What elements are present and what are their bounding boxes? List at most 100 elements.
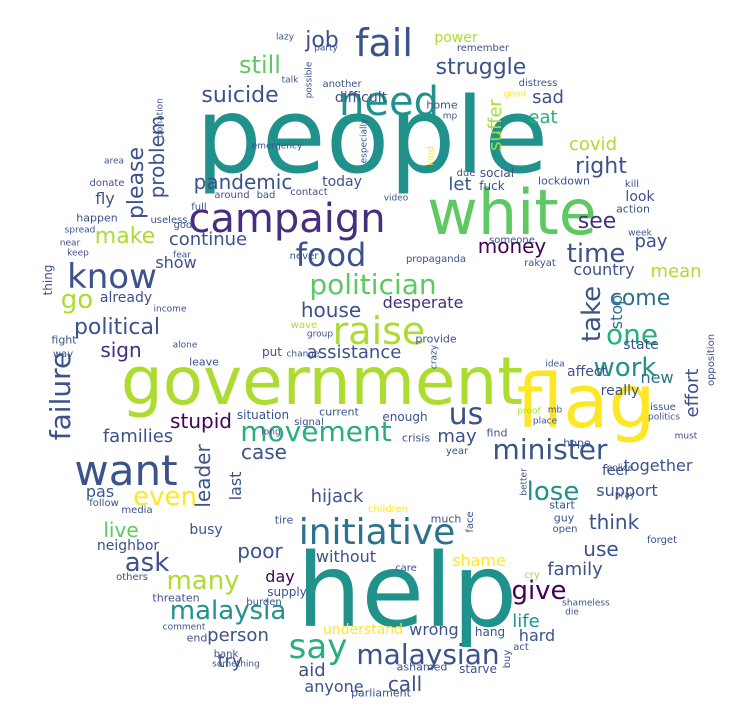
word-police: police bbox=[606, 463, 634, 474]
word-bad: bad bbox=[256, 190, 276, 201]
word-talk: talk bbox=[281, 75, 299, 86]
word-care: care bbox=[395, 563, 417, 574]
word-burden: burden bbox=[246, 597, 282, 608]
word-current: current bbox=[319, 405, 359, 419]
word-covid: covid bbox=[569, 134, 617, 155]
word-pas: pas bbox=[85, 482, 115, 501]
word-try: try bbox=[217, 651, 243, 672]
word-signal: signal bbox=[294, 417, 324, 428]
word-children: children bbox=[367, 504, 409, 515]
word-desperate: desperate bbox=[382, 293, 464, 312]
word-kill: kill bbox=[624, 179, 640, 190]
word-country: country bbox=[573, 260, 635, 279]
word-something: something bbox=[212, 659, 260, 670]
word-busy: busy bbox=[189, 522, 223, 538]
word-media: media bbox=[121, 505, 153, 516]
word-people: people bbox=[195, 75, 549, 197]
word-change: change bbox=[286, 349, 320, 360]
word-donate: donate bbox=[89, 178, 125, 189]
word-look: look bbox=[625, 189, 655, 205]
word-fuck: fuck bbox=[479, 179, 505, 193]
word-aid: aid bbox=[298, 660, 326, 681]
word-pray: pray bbox=[614, 490, 636, 501]
word-much: much bbox=[430, 512, 462, 526]
word-open: open bbox=[552, 524, 578, 535]
word-tire: tire bbox=[274, 513, 294, 527]
word-right: right bbox=[575, 154, 627, 179]
word-money: money bbox=[477, 234, 547, 258]
word-good: good bbox=[503, 89, 527, 100]
word-full: full bbox=[191, 202, 207, 213]
word-affect: affect bbox=[566, 364, 608, 380]
word-one: one bbox=[605, 318, 659, 351]
word-happen: happen bbox=[76, 211, 118, 225]
word-action: action bbox=[616, 202, 650, 216]
word-donation: donation bbox=[155, 98, 166, 138]
word-stupid: stupid bbox=[170, 409, 232, 433]
word-enough: enough bbox=[382, 410, 428, 424]
word-crisis: crisis bbox=[401, 431, 431, 445]
word-work: work bbox=[593, 353, 657, 383]
word-hijack: hijack bbox=[310, 486, 364, 507]
word-god: god bbox=[173, 220, 193, 231]
word-place: place bbox=[532, 416, 558, 427]
word-end: end bbox=[186, 631, 208, 645]
word-lazy: lazy bbox=[275, 32, 295, 43]
word-ashamed: ashamed bbox=[396, 660, 448, 674]
word-follow: follow bbox=[89, 498, 119, 509]
word-video: video bbox=[383, 193, 409, 204]
word-due: due bbox=[456, 168, 476, 179]
word-case: case bbox=[241, 440, 287, 464]
word-come: come bbox=[609, 286, 671, 311]
word-year: year bbox=[445, 446, 469, 457]
word-provide: provide bbox=[415, 332, 457, 346]
word-fear: fear bbox=[173, 250, 191, 261]
word-use: use bbox=[583, 537, 619, 561]
word-starve: starve bbox=[459, 662, 497, 676]
word-fail: fail bbox=[355, 21, 413, 65]
word-last: last bbox=[226, 471, 245, 501]
word-way: way bbox=[52, 349, 74, 360]
word-suffer: suffer bbox=[485, 99, 506, 151]
word-together: together bbox=[623, 456, 693, 475]
word-government: government bbox=[120, 343, 524, 420]
word-really: really bbox=[600, 383, 640, 399]
word-shameless: shameless bbox=[562, 598, 610, 609]
word-leave: leave bbox=[189, 355, 219, 369]
word-fly: fly bbox=[95, 189, 115, 208]
word-near: near bbox=[59, 238, 81, 249]
word-buy: buy bbox=[502, 649, 513, 669]
word-state: state bbox=[623, 337, 659, 353]
word-party: party bbox=[314, 43, 338, 54]
word-must: must bbox=[674, 431, 698, 442]
word-failure: failure bbox=[44, 351, 77, 441]
word-another: another bbox=[322, 79, 362, 90]
word-social: social bbox=[479, 166, 515, 180]
word-us: us bbox=[448, 397, 484, 432]
word-possible: possible bbox=[304, 61, 315, 99]
word-threaten: threaten bbox=[152, 591, 200, 605]
word-useless: useless bbox=[150, 215, 188, 226]
word-lose: lose bbox=[526, 477, 580, 507]
word-die: die bbox=[565, 607, 579, 618]
word-shame: shame bbox=[452, 551, 506, 570]
word-opposition: opposition bbox=[706, 333, 717, 387]
word-bank: bank bbox=[213, 649, 239, 660]
word-someone: someone bbox=[489, 235, 535, 246]
word-understand: understand bbox=[322, 622, 404, 638]
word-give: give bbox=[511, 576, 567, 606]
word-propaganda: propaganda bbox=[405, 254, 467, 265]
word-pandemic: pandemic bbox=[193, 170, 293, 194]
word-idea: idea bbox=[545, 359, 565, 370]
word-feel: feel bbox=[601, 463, 629, 479]
word-even: even bbox=[133, 482, 197, 512]
word-hard: hard bbox=[518, 626, 556, 645]
word-forget: forget bbox=[647, 535, 677, 546]
word-initiative: initiative bbox=[298, 512, 456, 553]
word-house: house bbox=[300, 298, 362, 322]
word-politician: politician bbox=[309, 268, 437, 301]
word-live: live bbox=[103, 518, 139, 542]
word-hang: hang bbox=[474, 625, 506, 639]
word-fight: fight bbox=[51, 333, 77, 347]
word-difficult: difficult bbox=[334, 90, 388, 106]
